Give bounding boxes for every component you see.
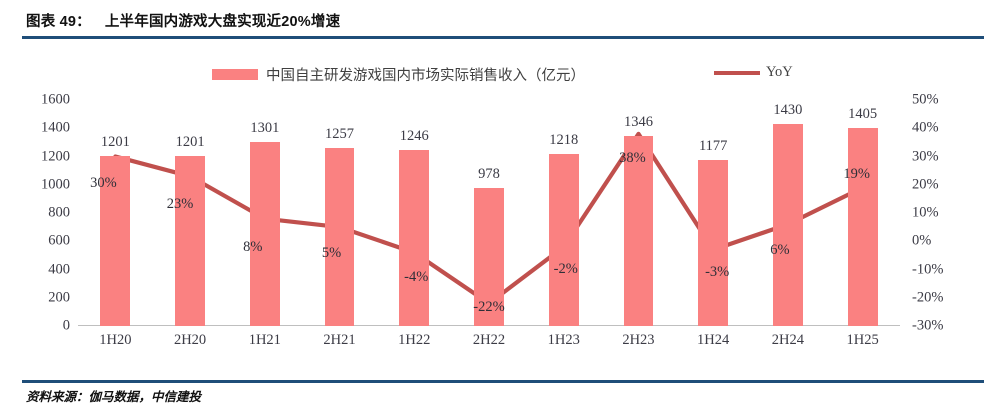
- y-tick-left-0: 0: [62, 317, 70, 334]
- page-title: 图表 49： 上半年国内游戏大盘实现近20%增速: [26, 10, 340, 31]
- bar-value-label-2H23: 1346: [623, 113, 653, 130]
- bar-1H23: [548, 153, 579, 326]
- bar-value-label-2H22: 978: [478, 165, 500, 182]
- bar-value-label-1H21: 1301: [250, 120, 280, 137]
- bar-2H22: [474, 187, 504, 326]
- x-tick-1H21: 1H21: [248, 332, 281, 348]
- bar-value-label-1H23: 1218: [549, 131, 579, 148]
- y-tick-right-0pct: 0%: [912, 232, 932, 249]
- y-tick-right-10pct: 10%: [912, 204, 939, 221]
- y-tick-right--30pct: -30%: [912, 317, 944, 334]
- legend-label-revenue: 中国自主研发游戏国内市场实际销售收入（亿元）: [266, 68, 585, 84]
- y-tick-right--20pct: -20%: [912, 289, 944, 306]
- bar-1H22: [399, 150, 430, 326]
- y-tick-right-50pct: 50%: [912, 91, 939, 108]
- bar-value-label-1H25: 1405: [848, 105, 878, 122]
- bar-value-label-2H24: 1430: [773, 102, 803, 118]
- yoy-value-label-1H24: -3%: [705, 263, 730, 280]
- y-tick-right-20pct: 20%: [912, 176, 939, 193]
- chart-legend: 中国自主研发游戏国内市场实际销售收入（亿元） YoY: [0, 62, 1006, 86]
- yoy-value-label-1H25: 19%: [843, 165, 870, 182]
- x-tick-2H21: 2H21: [323, 332, 356, 348]
- x-tick-2H20: 2H20: [173, 332, 207, 348]
- x-tick-2H22: 2H22: [472, 332, 506, 348]
- yoy-value-label-1H22: -4%: [404, 268, 429, 285]
- header-divider: [22, 36, 984, 39]
- yoy-value-label-2H21: 5%: [321, 245, 342, 262]
- x-tick-1H24: 1H24: [697, 332, 730, 348]
- bar-2H23: [623, 135, 654, 326]
- y-tick-left-1600: 1600: [41, 91, 70, 108]
- y-tick-left-800: 800: [48, 204, 70, 221]
- y-tick-left-1200: 1200: [41, 148, 70, 164]
- bar-value-label-2H21: 1257: [325, 126, 355, 143]
- y-tick-right-30pct: 30%: [912, 148, 939, 164]
- bar-1H20: [100, 156, 131, 326]
- y-tick-left-1000: 1000: [41, 176, 70, 193]
- y-tick-left-400: 400: [48, 261, 70, 277]
- bar-2H20: [175, 156, 206, 326]
- x-tick-1H25: 1H25: [846, 332, 879, 348]
- bar-2H21: [324, 148, 355, 326]
- bar-value-label-2H20: 1201: [175, 134, 205, 151]
- bar-value-label-1H20: 1201: [100, 134, 130, 151]
- footer-divider: [22, 380, 984, 383]
- y-axis-left: 0 200 400 600 800 1000 1200 1400 1600: [18, 92, 70, 334]
- yoy-value-label-1H20: 30%: [90, 174, 117, 191]
- figure-title-text: 上半年国内游戏大盘实现近20%增速: [104, 14, 341, 30]
- x-tick-1H20: 1H20: [99, 332, 132, 348]
- y-tick-right-40pct: 40%: [912, 119, 939, 136]
- x-tick-1H22: 1H22: [398, 332, 431, 348]
- legend-item-revenue: 中国自主研发游戏国内市场实际销售收入（亿元）: [212, 64, 585, 85]
- y-axis-right: -30% -20% -10% 0% 10% 20% 30% 40% 50%: [912, 92, 982, 334]
- bar-1H21: [249, 142, 280, 326]
- x-tick-1H23: 1H23: [547, 332, 580, 348]
- x-axis-labels: 1H20 2H20 1H21 2H21 1H22 2H22 1H23 2H23 1H24 2H24…: [78, 332, 900, 356]
- legend-item-yoy: YoY: [714, 64, 793, 81]
- bar-1H24: [698, 159, 729, 326]
- bar-1H25: [847, 127, 878, 326]
- bar-value-label-1H22: 1246: [399, 128, 429, 144]
- yoy-value-label-2H22: -22%: [473, 299, 505, 316]
- y-tick-left-1400: 1400: [41, 119, 70, 136]
- source-note: 资料来源：伽马数据，中信建投: [26, 390, 202, 404]
- yoy-value-label-1H21: 8%: [243, 238, 263, 255]
- yoy-value-label-1H23: -2%: [553, 260, 578, 277]
- yoy-value-label-2H20: 23%: [166, 196, 194, 213]
- bar-2H24: [772, 124, 803, 326]
- y-tick-left-200: 200: [48, 289, 70, 306]
- y-tick-left-600: 600: [48, 232, 70, 249]
- legend-swatch-line-icon: [714, 70, 760, 75]
- x-tick-2H23: 2H23: [622, 332, 655, 348]
- plot-area: 1201 1201 1301 1257 1246 978 1218 1346 1177 1430 1…: [78, 100, 900, 326]
- figure-number: 图表 49：: [26, 14, 91, 30]
- yoy-value-label-2H23: 38%: [619, 149, 646, 166]
- x-tick-2H24: 2H24: [771, 332, 805, 348]
- y-tick-right--10pct: -10%: [912, 261, 944, 277]
- bar-value-label-1H24: 1177: [698, 137, 728, 154]
- legend-label-yoy: YoY: [766, 64, 793, 80]
- yoy-value-label-2H24: 6%: [770, 242, 790, 259]
- legend-swatch-bar-icon: [212, 69, 258, 80]
